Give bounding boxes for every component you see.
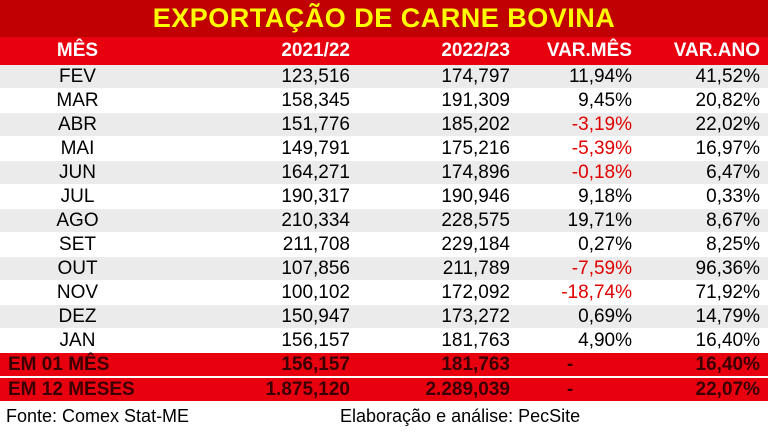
total-var-ano: 16,40% (695, 353, 760, 375)
header-mes: MÊS (56, 40, 99, 61)
table-row: JAN 156,157 181,763 4,90% 16,40% (0, 329, 768, 352)
cell-var-mes: 4,90% (578, 329, 632, 351)
total-2021-22: 156,157 (281, 353, 350, 375)
cell-2022-23: 229,184 (441, 233, 510, 255)
table-title: EXPORTAÇÃO DE CARNE BOVINA (152, 3, 616, 33)
cell-2021-22: 151,776 (281, 113, 350, 135)
cell-2021-22: 164,271 (281, 161, 350, 183)
cell-mes: NOV (56, 281, 99, 303)
table-row: AGO 210,334 228,575 19,71% 8,67% (0, 209, 768, 232)
cell-2022-23: 174,797 (441, 65, 510, 87)
cell-mes: JUN (59, 161, 96, 183)
cell-var-ano: 14,79% (695, 305, 760, 327)
cell-var-ano: 0,33% (706, 185, 760, 207)
cell-var-mes: -18,74% (561, 281, 632, 303)
cell-2021-22: 149,791 (281, 137, 350, 159)
cell-var-ano: 6,47% (706, 161, 760, 183)
cell-2022-23: 211,789 (442, 257, 510, 279)
cell-2022-23: 172,092 (441, 281, 510, 303)
table-row: SET 211,708 229,184 0,27% 8,25% (0, 233, 768, 256)
cell-var-ano: 20,82% (695, 89, 760, 111)
total-row-month: EM 01 MÊS 156,157 181,763 - 16,40% (0, 353, 768, 376)
cell-mes: AGO (56, 209, 99, 231)
cell-var-mes: -3,19% (571, 113, 632, 135)
cell-mes: JAN (59, 329, 96, 351)
table-row: JUL 190,317 190,946 9,18% 0,33% (0, 185, 768, 208)
total-row-12-months: EM 12 MESES 1.875,120 2.289,039 - 22,07% (0, 378, 768, 401)
cell-var-mes: 9,18% (578, 185, 632, 207)
cell-var-mes: 19,71% (567, 209, 632, 231)
total-2021-22: 1.875,120 (265, 378, 350, 400)
cell-var-ano: 22,02% (695, 113, 760, 135)
cell-var-mes: 9,45% (578, 89, 632, 111)
cell-2021-22: 190,317 (281, 185, 350, 207)
header-2022-23: 2022/23 (441, 40, 510, 61)
cell-mes: JUL (60, 185, 95, 207)
cell-var-mes: -7,59% (571, 257, 632, 279)
cell-2022-23: 175,216 (441, 137, 510, 159)
table-row: MAI 149,791 175,216 -5,39% 16,97% (0, 137, 768, 160)
cell-mes: MAI (60, 137, 95, 159)
header-var-ano: VAR.ANO (673, 40, 760, 61)
cell-2021-22: 158,345 (281, 89, 350, 111)
total-label: EM 12 MESES (8, 378, 135, 400)
total-2022-23: 2.289,039 (425, 378, 510, 400)
table-row: DEZ 150,947 173,272 0,69% 14,79% (0, 305, 768, 328)
cell-var-ano: 8,67% (706, 209, 760, 231)
cell-2021-22: 107,856 (281, 257, 350, 279)
cell-mes: FEV (59, 65, 96, 87)
cell-var-mes: 0,27% (578, 233, 632, 255)
cell-mes: DEZ (58, 305, 97, 327)
cell-mes: OUT (57, 257, 98, 279)
cell-2022-23: 190,946 (441, 185, 510, 207)
header-var-mes: VAR.MÊS (546, 40, 632, 61)
table-row: FEV 123,516 174,797 11,94% 41,52% (0, 65, 768, 88)
cell-2022-23: 181,763 (441, 329, 510, 351)
table-row: ABR 151,776 185,202 -3,19% 22,02% (0, 113, 768, 136)
total-var-mes: - (566, 378, 574, 400)
cell-var-mes: 0,69% (578, 305, 632, 327)
cell-var-mes: -5,39% (571, 137, 632, 159)
cell-2022-23: 185,202 (441, 113, 510, 135)
header-2021-22: 2021/22 (281, 40, 350, 61)
cell-mes: ABR (57, 113, 98, 135)
cell-2021-22: 100,102 (281, 281, 350, 303)
header-row: MÊS 2021/22 2022/23 VAR.MÊS VAR.ANO (0, 37, 768, 65)
table-row: MAR 158,345 191,309 9,45% 20,82% (0, 89, 768, 112)
cell-var-ano: 96,36% (695, 257, 760, 279)
cell-var-ano: 16,97% (695, 137, 760, 159)
cell-2021-22: 150,947 (281, 305, 350, 327)
cell-var-ano: 41,52% (695, 65, 760, 87)
cell-2021-22: 211,708 (282, 233, 350, 255)
cell-2022-23: 173,272 (441, 305, 510, 327)
total-var-ano: 22,07% (695, 378, 760, 400)
cell-2021-22: 210,334 (281, 209, 350, 231)
source-note: Fonte: Comex Stat-ME (6, 406, 190, 426)
cell-var-ano: 8,25% (706, 233, 760, 255)
cell-var-ano: 71,92% (695, 281, 760, 303)
total-label: EM 01 MÊS (8, 353, 110, 375)
total-var-mes: - (566, 353, 574, 375)
cell-2021-22: 123,516 (281, 65, 350, 87)
cell-var-ano: 16,40% (695, 329, 760, 351)
cell-2022-23: 191,309 (441, 89, 510, 111)
cell-var-mes: -0,18% (571, 161, 632, 183)
cell-mes: SET (59, 233, 96, 255)
credit-note: Elaboração e análise: PecSite (340, 406, 581, 426)
table-row: NOV 100,102 172,092 -18,74% 71,92% (0, 281, 768, 304)
cell-2022-23: 174,896 (441, 161, 510, 183)
total-2022-23: 181,763 (441, 353, 510, 375)
footer: Fonte: Comex Stat-ME Elaboração e anális… (0, 406, 768, 430)
title-bar: EXPORTAÇÃO DE CARNE BOVINA (0, 0, 768, 37)
cell-var-mes: 11,94% (568, 65, 632, 87)
cell-2021-22: 156,157 (281, 329, 350, 351)
cell-mes: MAR (56, 89, 99, 111)
table-row: JUN 164,271 174,896 -0,18% 6,47% (0, 161, 768, 184)
cell-2022-23: 228,575 (441, 209, 510, 231)
table-row: OUT 107,856 211,789 -7,59% 96,36% (0, 257, 768, 280)
